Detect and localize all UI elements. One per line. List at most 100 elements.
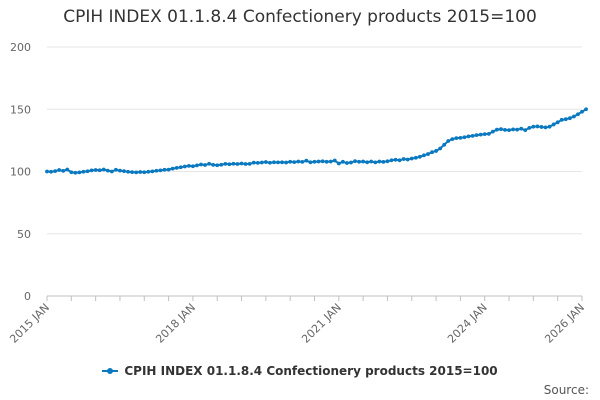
data-point (454, 136, 459, 141)
data-point (130, 170, 135, 175)
data-point (272, 160, 276, 165)
data-point (381, 160, 386, 164)
data-point (470, 133, 475, 138)
series-layer (45, 107, 588, 175)
data-point (122, 169, 126, 174)
data-point (263, 160, 268, 164)
data-point (150, 169, 155, 174)
data-point (77, 170, 82, 175)
data-point (178, 165, 183, 170)
data-point (353, 159, 357, 164)
data-point (203, 163, 207, 167)
data-point (336, 161, 341, 166)
axes: 0 50 100 150 200 2015 JAN 2018 JAN 2021 JAN 2024… (7, 41, 587, 346)
legend-label: CPIH INDEX 01.1.8.4 Confectionery produc… (124, 364, 498, 378)
data-point (97, 168, 102, 173)
data-point (280, 160, 284, 165)
data-point (499, 127, 503, 132)
y-tick-label: 100 (10, 166, 31, 179)
data-point (199, 162, 203, 167)
data-point (146, 169, 151, 174)
data-point (494, 127, 499, 132)
data-point (215, 163, 220, 168)
data-point (413, 155, 418, 160)
data-point (85, 169, 90, 174)
data-point (109, 169, 114, 174)
data-point (584, 107, 588, 112)
data-point (535, 124, 540, 129)
data-point (251, 160, 256, 165)
data-point (296, 159, 301, 164)
data-point (385, 159, 390, 164)
data-point (519, 126, 524, 131)
data-point (466, 134, 471, 139)
data-point (284, 160, 289, 165)
data-point (158, 168, 163, 173)
data-point (57, 168, 62, 172)
data-point (397, 158, 402, 163)
data-point (369, 159, 374, 164)
data-point (276, 160, 280, 165)
data-point (101, 167, 106, 172)
data-point (259, 160, 264, 165)
data-point (547, 124, 552, 129)
data-point (349, 160, 353, 165)
x-tick-label: 2026 JAN (542, 301, 587, 346)
data-point (474, 133, 479, 138)
data-point (81, 169, 86, 174)
x-tick-label: 2024 JAN (445, 301, 490, 346)
data-point (126, 169, 130, 174)
legend[interactable]: CPIH INDEX 01.1.8.4 Confectionery produc… (0, 364, 600, 378)
data-point (438, 146, 443, 151)
data-point (235, 162, 240, 166)
data-point (292, 160, 297, 165)
data-point (231, 161, 236, 166)
data-point (446, 139, 451, 143)
data-point (458, 135, 463, 140)
data-point (166, 167, 171, 172)
x-tick-label: 2018 JAN (153, 301, 198, 346)
data-point (300, 160, 305, 164)
data-point (340, 159, 345, 164)
data-point (426, 152, 430, 156)
data-point (219, 162, 224, 167)
data-point (174, 165, 179, 170)
data-point (105, 168, 110, 173)
data-point (138, 170, 143, 174)
data-point (312, 159, 317, 164)
data-point (503, 128, 507, 132)
data-point (134, 170, 139, 175)
data-point (320, 159, 325, 164)
data-point (523, 128, 528, 133)
data-point (567, 116, 572, 121)
data-point (551, 122, 556, 127)
data-point (227, 162, 232, 167)
data-point (580, 109, 584, 114)
data-point (393, 157, 398, 162)
data-point (490, 129, 495, 134)
data-point (73, 170, 78, 175)
chart-title: CPIH INDEX 01.1.8.4 Confectionery produc… (63, 7, 537, 27)
data-point (170, 166, 175, 171)
data-point (442, 142, 447, 147)
series-line (46, 108, 587, 174)
data-point (430, 150, 434, 155)
data-point (422, 153, 426, 158)
data-point (45, 169, 49, 174)
data-point (555, 120, 560, 125)
data-point (511, 127, 515, 132)
data-point (268, 160, 272, 165)
data-point (345, 161, 349, 165)
data-point (118, 168, 122, 173)
data-point (417, 154, 422, 159)
data-point (182, 164, 187, 169)
data-point (571, 114, 576, 119)
data-point (409, 156, 414, 161)
data-point (543, 125, 548, 130)
data-point (365, 160, 370, 165)
y-tick-label: 200 (10, 41, 31, 54)
data-point (462, 135, 467, 140)
data-point (531, 124, 536, 129)
data-point (563, 117, 568, 122)
